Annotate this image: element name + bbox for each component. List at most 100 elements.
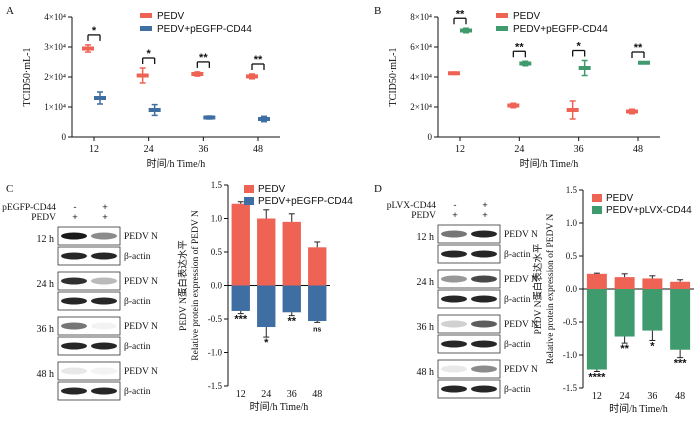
blot-band xyxy=(91,342,117,350)
blot-band-label: β-actin xyxy=(124,297,151,307)
data-point xyxy=(94,96,106,100)
legend-swatch xyxy=(244,185,254,193)
blot-band-label: β-actin xyxy=(504,295,531,305)
blot-box xyxy=(57,381,121,401)
blot-band xyxy=(91,367,117,375)
x-tick-label: 48 xyxy=(633,144,643,155)
data-point xyxy=(448,71,460,76)
x-axis-label: 时间/h Time/h xyxy=(609,402,668,415)
data-point xyxy=(82,46,94,51)
x-tick-label: 24 xyxy=(620,391,630,402)
blot-band xyxy=(61,232,87,240)
blot-band xyxy=(91,322,117,330)
blot-band-label: PEDV N xyxy=(124,277,158,287)
y-axis-label: PEDV N蛋白表达水平 xyxy=(177,240,189,331)
blot-band xyxy=(61,277,87,285)
blot-band xyxy=(441,295,467,303)
blot-header-mark: - xyxy=(73,202,76,213)
legend-label: PEDV xyxy=(258,184,286,195)
blot-time-label: 36 h xyxy=(37,324,55,335)
data-point xyxy=(136,73,149,78)
y-tick-label: 2×10⁴ xyxy=(44,72,66,82)
significance-mark: *** xyxy=(234,314,248,326)
y-tick-label: 3×10⁴ xyxy=(44,42,66,52)
y-tick-label: 1.5 xyxy=(211,180,223,190)
bar xyxy=(231,285,250,311)
significance-mark: ** xyxy=(620,343,629,355)
blot-band xyxy=(91,387,117,395)
blot-band-label: β-actin xyxy=(124,342,151,352)
x-tick-label: 48 xyxy=(253,144,263,155)
blot-box xyxy=(57,336,121,356)
significance-mark: * xyxy=(264,337,269,349)
chart-D: -1.5-1.0-0.50.00.51.01.5****** ****12 24 36… xyxy=(532,185,694,415)
x-axis-label: 时间/h Time/h xyxy=(147,157,206,170)
bar xyxy=(308,285,327,322)
panel-letter-C: C xyxy=(6,183,13,195)
blot-box xyxy=(437,334,501,354)
y-axis-label: TCID50·mL-1 xyxy=(388,48,399,107)
legend-swatch xyxy=(140,26,152,31)
y-axis-label: TCID50·mL-1 xyxy=(22,48,33,107)
blot-band xyxy=(61,322,87,330)
blot-band-label: PEDV N xyxy=(504,275,538,285)
blot-band-label: PEDV N xyxy=(504,230,538,240)
legend-label: PEDV xyxy=(513,11,541,22)
y-tick-label: -1.0 xyxy=(563,350,578,360)
significance-mark: ** xyxy=(254,54,263,66)
panel-letter-D: D xyxy=(374,183,382,195)
blot-band xyxy=(471,250,497,258)
blot-band xyxy=(91,297,117,305)
blot-header-mark: + xyxy=(452,210,458,221)
legend-label: PEDV+pEGFP-CD44 xyxy=(258,196,353,207)
blot-band xyxy=(471,340,497,348)
bar xyxy=(586,273,607,289)
blot-band xyxy=(471,385,497,393)
legend-label: PEDV xyxy=(606,193,634,204)
data-point xyxy=(258,117,270,121)
y-axis-label-secondary: Relative protein expression of PEDV N xyxy=(545,214,556,365)
bar xyxy=(257,218,276,286)
blot-box xyxy=(437,289,501,309)
data-point xyxy=(191,72,204,76)
bar xyxy=(614,277,635,289)
bar xyxy=(308,247,327,286)
panel-letter-B: B xyxy=(374,5,381,17)
blot-header-label: pEGFP-CD44 xyxy=(2,203,56,213)
blot-band-label: β-actin xyxy=(504,250,531,260)
x-tick-label: 24 xyxy=(261,389,271,400)
blot-band-label: β-actin xyxy=(124,387,151,397)
legend-swatch xyxy=(244,197,254,205)
blot-band xyxy=(61,387,87,395)
data-point xyxy=(203,115,216,120)
y-tick-label: -1.5 xyxy=(563,383,578,393)
blot-band xyxy=(471,320,497,328)
y-tick-label: 2×10⁴ xyxy=(410,102,432,112)
significance-mark: * xyxy=(92,25,97,37)
legend-label: PEDV+pEGFP-CD44 xyxy=(157,24,252,35)
y-tick-label: 1.0 xyxy=(566,218,578,228)
blot-band xyxy=(91,252,117,260)
x-tick-label: 12 xyxy=(592,391,602,402)
chart-A: 0 1×10⁴ 2×10⁴ 3×10⁴ 4×10⁴ 12 24 36 48 时间/h Time/h… xyxy=(22,11,280,170)
y-tick-label: 4×10⁴ xyxy=(410,72,432,82)
bar xyxy=(642,278,663,289)
significance-mark: ** xyxy=(199,52,208,64)
blot-header-mark: + xyxy=(102,202,108,213)
data-point xyxy=(566,108,579,112)
y-tick-label: 8×10⁴ xyxy=(410,12,432,22)
data-point xyxy=(638,60,650,65)
bar xyxy=(586,289,607,370)
y-tick-label: -1.5 xyxy=(208,381,223,391)
legend-swatch xyxy=(592,206,602,214)
blot-header-mark: + xyxy=(482,200,488,211)
y-tick-label: -0.5 xyxy=(563,317,578,327)
legend-swatch xyxy=(496,13,508,18)
blot-box xyxy=(437,269,501,289)
significance-mark: *** xyxy=(674,358,688,370)
chart-B: 0 2×10⁴ 4×10⁴ 6×10⁴ 8×10⁴ 12 24 36 48 时间/h Time/h… xyxy=(388,8,660,170)
blot-header-mark: - xyxy=(453,200,456,211)
